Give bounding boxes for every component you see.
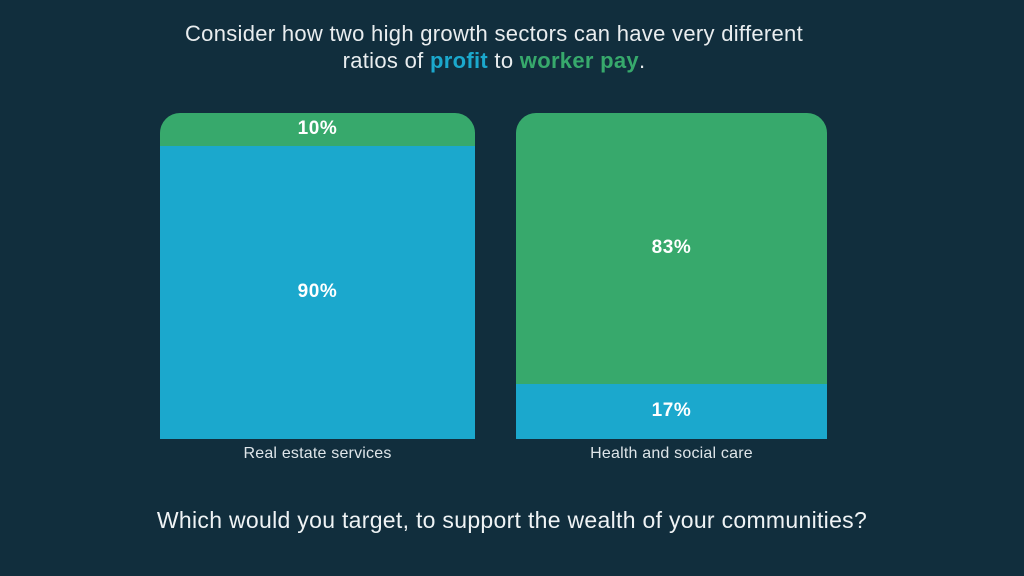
worker-pay-keyword: worker pay: [519, 48, 639, 73]
closing-question: Which would you target, to support the w…: [156, 507, 868, 533]
stacked-bar: 10% 90%: [160, 113, 475, 439]
segment-value-label: 17%: [651, 400, 692, 422]
title-line-1: Consider how two high growth sectors can…: [184, 21, 803, 46]
stacked-bar: 83% 17%: [516, 113, 827, 439]
segment-profit: 90%: [160, 145, 475, 439]
bar-column-health-and-social-care: 83% 17% Health and social care: [516, 113, 827, 463]
segment-worker-pay: 83%: [516, 113, 827, 384]
bar-caption: Real estate services: [243, 445, 392, 462]
stacked-bar-chart: 10% 90% Real estate services 83% 17% Health a…: [160, 113, 827, 463]
title-line-2: ratios of profit to worker pay.: [0, 47, 988, 74]
bar-caption: Health and social care: [590, 445, 753, 462]
bar-column-real-estate-services: 10% 90% Real estate services: [160, 113, 475, 463]
profit-keyword: profit: [429, 48, 488, 73]
segment-value-label: 90%: [297, 281, 338, 303]
title-line-2-suffix: .: [638, 48, 646, 73]
segment-value-label: 83%: [651, 237, 692, 259]
segment-value-label: 10%: [297, 118, 338, 140]
title-line-2-prefix: ratios of: [342, 48, 424, 73]
slide-title: Consider how two high growth sectors can…: [0, 20, 988, 74]
title-line-2-connector: to: [494, 48, 514, 73]
segment-profit: 17%: [516, 383, 827, 439]
segment-worker-pay: 10%: [160, 113, 475, 146]
